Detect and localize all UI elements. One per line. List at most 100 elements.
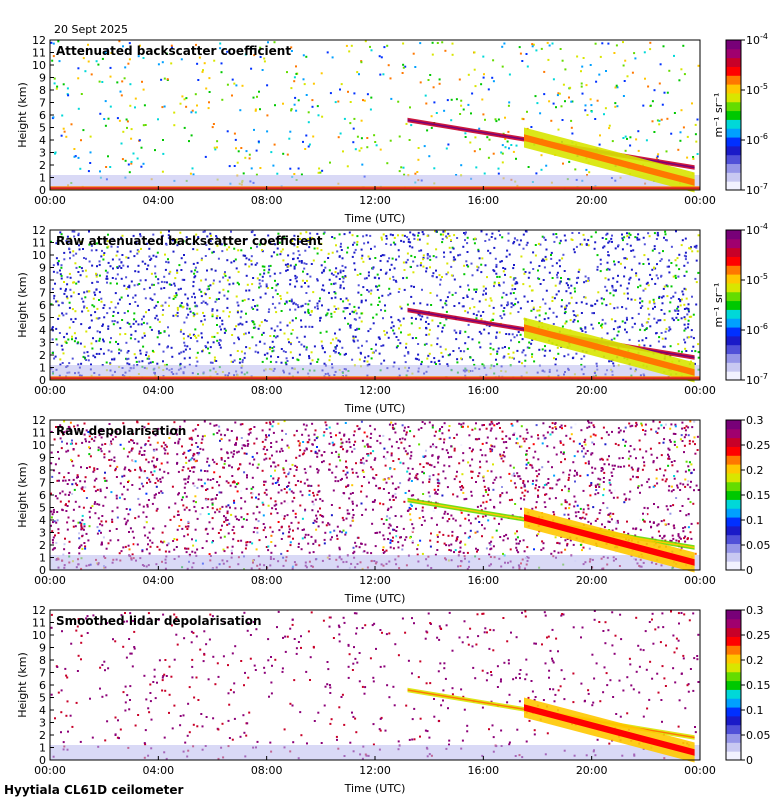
colorbar-swatch <box>726 353 741 363</box>
x-tick-label: 20:00 <box>576 384 608 397</box>
y-tick-label: 6 <box>39 489 46 502</box>
x-tick-label: 04:00 <box>142 574 174 587</box>
colorbar-swatch <box>726 446 741 456</box>
panel-title: Smoothed lidar depolarisation <box>56 614 262 628</box>
colorbar-swatch <box>726 84 741 94</box>
colorbar-swatch <box>726 499 741 509</box>
x-tick-label: 16:00 <box>467 384 499 397</box>
x-tick-label: 00:00 <box>34 384 66 397</box>
y-tick-label: 7 <box>39 287 46 300</box>
y-tick-label: 0 <box>39 184 46 197</box>
y-tick-label: 1 <box>39 552 46 565</box>
y-tick-label: 2 <box>39 729 46 742</box>
x-tick-label: 00:00 <box>34 574 66 587</box>
x-tick-label: 12:00 <box>359 764 391 777</box>
colorbar-units: m⁻¹ sr⁻¹ <box>712 93 725 138</box>
colorbar-swatch <box>726 265 741 275</box>
y-axis-label: Height (km) <box>16 272 29 338</box>
y-tick-label: 11 <box>32 47 46 60</box>
y-tick-label: 5 <box>39 692 46 705</box>
colorbar-swatch <box>726 110 741 120</box>
colorbar-swatch <box>726 119 741 129</box>
boundary-layer <box>50 175 700 190</box>
y-tick-label: 9 <box>39 642 46 655</box>
x-tick-label: 00:00 <box>34 194 66 207</box>
x-axis-label: Time (UTC) <box>344 212 406 225</box>
x-tick-label: 16:00 <box>467 764 499 777</box>
y-tick-label: 8 <box>39 464 46 477</box>
x-tick-label: 00:00 <box>684 574 716 587</box>
y-axis-label: Height (km) <box>16 82 29 148</box>
x-axis-label: Time (UTC) <box>344 782 406 795</box>
colorbar-swatch <box>726 256 741 266</box>
x-tick-label: 12:00 <box>359 574 391 587</box>
colorbar-swatch <box>726 327 741 337</box>
y-tick-label: 6 <box>39 109 46 122</box>
y-tick-label: 2 <box>39 349 46 362</box>
x-tick-label: 04:00 <box>142 194 174 207</box>
colorbar-swatch <box>726 309 741 319</box>
cloud-layer-core-2 <box>524 514 695 566</box>
colorbar-swatch <box>726 751 741 761</box>
colorbar-frame <box>725 39 742 191</box>
colorbar-swatch <box>726 181 741 191</box>
colorbar-swatch <box>726 238 741 249</box>
footer-label: Hyytiala CL61D ceilometer <box>4 783 184 797</box>
boundary-layer <box>50 745 700 760</box>
y-tick-label: 10 <box>32 249 46 262</box>
boundary-layer <box>50 365 700 380</box>
x-axis: 00:00 04:00 08:00 12:00 16:00 20:00 00:00 <box>34 186 716 207</box>
x-tick-label: 04:00 <box>142 764 174 777</box>
colorbar: 10-7 10-6 10-5 10-4 m⁻¹ sr⁻¹ <box>712 222 768 387</box>
colorbar-swatch <box>726 618 741 629</box>
colorbar-swatch <box>726 636 741 646</box>
colorbar-tick-label: 10-7 <box>746 182 768 197</box>
colorbar-swatch <box>726 154 741 165</box>
y-tick-label: 7 <box>39 477 46 490</box>
colorbar-tick-label: 0.15 <box>746 679 771 692</box>
y-tick-label: 5 <box>39 502 46 515</box>
x-tick-label: 20:00 <box>576 194 608 207</box>
colorbar-swatch <box>726 300 741 310</box>
x-axis-label: Time (UTC) <box>344 592 406 605</box>
cloud-layer-core-2 <box>524 704 695 756</box>
colorbar-tick-label: 0.15 <box>746 489 771 502</box>
colorbar-swatch <box>726 230 741 240</box>
x-tick-label: 08:00 <box>251 574 283 587</box>
x-tick-label: 00:00 <box>684 384 716 397</box>
colorbar-swatch <box>726 344 741 355</box>
y-axis-label: Height (km) <box>16 462 29 528</box>
colorbar-swatch <box>726 455 741 465</box>
colorbar-swatch <box>726 517 741 527</box>
colorbar-swatch <box>726 428 741 439</box>
colorbar-swatch <box>726 724 741 735</box>
colorbar-swatch <box>726 145 741 156</box>
colorbar-tick-label: 10-7 <box>746 372 768 387</box>
colorbar-swatch <box>726 163 741 173</box>
colorbar-swatch <box>726 420 741 430</box>
colorbar-swatch <box>726 437 741 447</box>
colorbar-swatch <box>726 464 741 474</box>
colorbar-swatch <box>726 525 741 536</box>
x-tick-label: 16:00 <box>467 574 499 587</box>
colorbar-swatch <box>726 627 741 637</box>
colorbar-tick-label: 0 <box>746 564 753 577</box>
colorbar-swatch <box>726 75 741 85</box>
colorbar-tick-label: 10-5 <box>746 272 768 287</box>
x-axis: 00:00 04:00 08:00 12:00 16:00 20:00 00:00 <box>34 376 716 397</box>
colorbar-tick-label: 0.2 <box>746 464 764 477</box>
colorbar-tick-label: 0.2 <box>746 654 764 667</box>
y-tick-label: 9 <box>39 262 46 275</box>
colorbar-swatch <box>726 472 741 483</box>
colorbar: 0 0.05 0.1 0.15 0.2 0.25 0.3 <box>725 414 771 577</box>
y-tick-label: 2 <box>39 159 46 172</box>
colorbar-swatch <box>726 128 741 138</box>
colorbar-swatch <box>726 654 741 664</box>
y-axis-label: Height (km) <box>16 652 29 718</box>
